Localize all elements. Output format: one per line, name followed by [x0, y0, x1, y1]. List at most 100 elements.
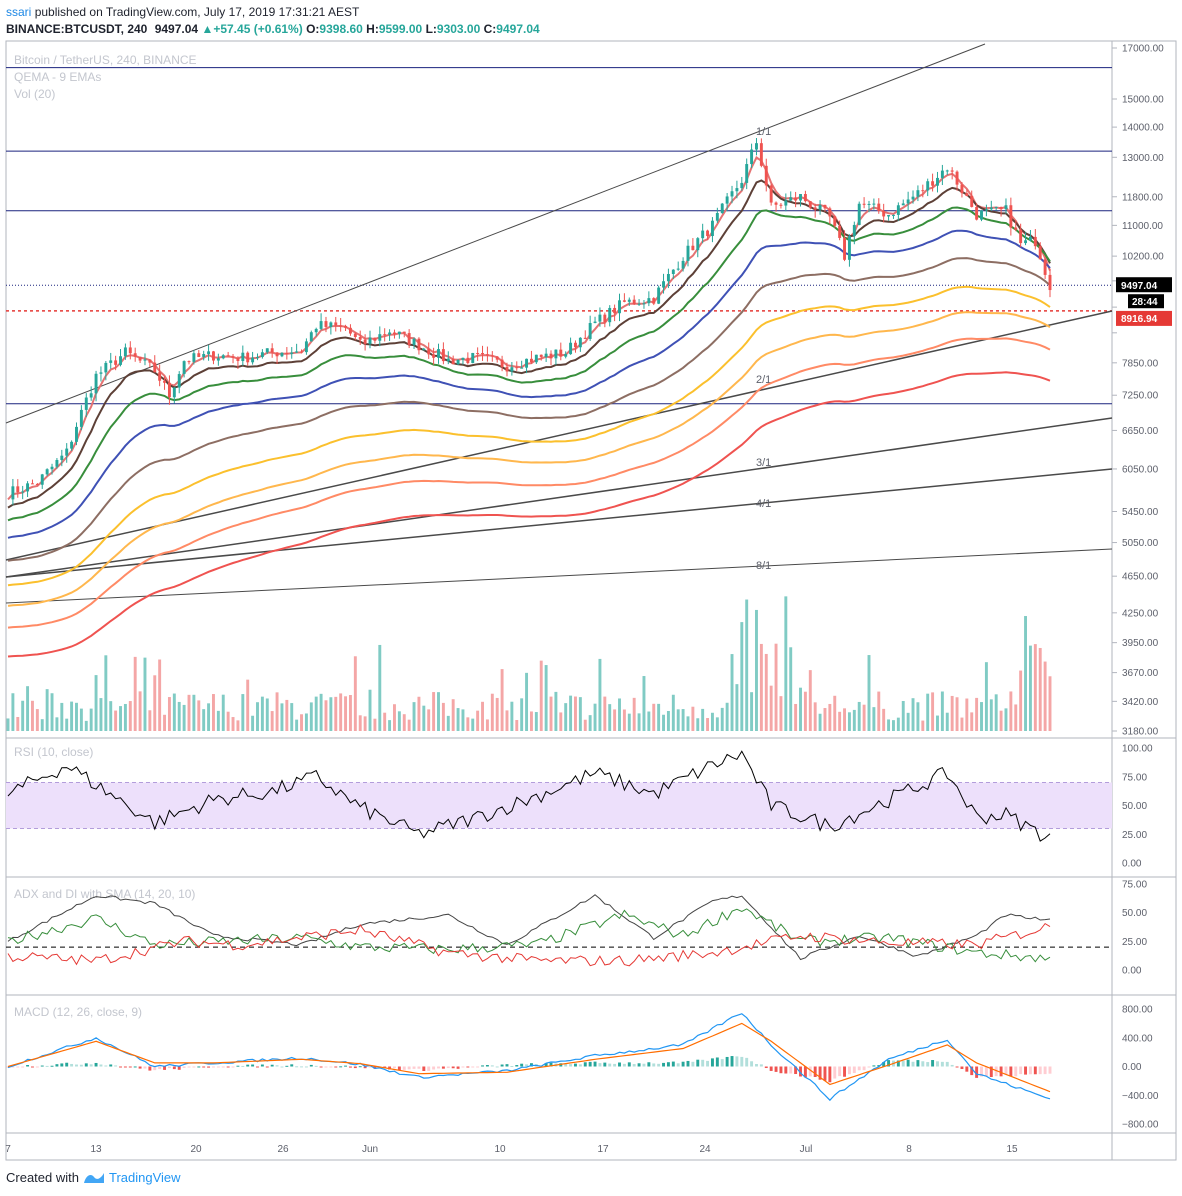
volume-bar: [676, 709, 680, 731]
candle-body: [823, 204, 827, 209]
macd-histogram-bar: [510, 1066, 514, 1068]
rsi-line: [7, 750, 1051, 842]
candle-body: [774, 202, 778, 205]
macd-histogram-bar: [1009, 1066, 1013, 1077]
volume-bar: [784, 596, 788, 731]
volume-bar: [657, 703, 661, 731]
macd-histogram-bar: [1048, 1066, 1052, 1074]
candle-body: [94, 373, 98, 394]
candle-body: [417, 338, 421, 351]
time-axis-label: 15: [1006, 1144, 1018, 1155]
volume-bar: [212, 694, 215, 731]
macd-histogram-bar: [339, 1066, 343, 1068]
volume-bar: [280, 703, 284, 731]
volume-bar: [476, 710, 480, 731]
chart-plot-area: 17000.00 15000.00 14000.00 13000.00 11800.00…: [5, 44, 1172, 1155]
candle-body: [710, 220, 714, 237]
macd-histogram-bar: [1019, 1066, 1023, 1075]
volume-bar: [515, 720, 519, 731]
candle-body: [740, 182, 744, 189]
volume-bar: [163, 714, 167, 731]
macd-histogram-bar: [397, 1066, 401, 1071]
macd-histogram-bar: [260, 1064, 264, 1067]
price-axis-label: 3950.00: [1122, 638, 1159, 649]
volume-bar: [1033, 644, 1037, 731]
volume-bar: [422, 705, 426, 731]
volume-bar: [759, 643, 763, 731]
macd-histogram-bar: [407, 1066, 411, 1070]
volume-bar: [6, 718, 10, 731]
last-price: 9497.04: [154, 22, 199, 36]
macd-pane-title: MACD (12, 26, close, 9): [14, 1005, 142, 1019]
volume-bar: [256, 702, 259, 731]
macd-histogram-bar: [637, 1063, 641, 1067]
candle-body: [197, 353, 201, 357]
candle-body: [476, 352, 480, 354]
macd-histogram-bar: [911, 1061, 915, 1067]
candle-body: [940, 170, 944, 178]
volume-bar: [671, 694, 675, 731]
macd-histogram-bar: [593, 1061, 597, 1067]
macd-histogram-bar: [681, 1061, 685, 1067]
volume-bar: [251, 715, 255, 731]
time-axis-label: 10: [494, 1144, 506, 1155]
volume-bar: [618, 698, 621, 731]
candle-body: [808, 201, 812, 208]
macd-histogram-bar: [618, 1062, 621, 1067]
open-label: O:: [306, 22, 320, 36]
macd-histogram-bar: [353, 1066, 357, 1069]
macd-histogram-bar: [564, 1063, 568, 1067]
volume-bar: [808, 670, 812, 731]
volume-bar: [231, 717, 235, 731]
candle-body: [314, 328, 318, 333]
macd-histogram-bar: [774, 1066, 778, 1072]
candle-body: [662, 281, 665, 288]
macd-histogram-bar: [984, 1066, 988, 1077]
ema-indicator-label: QEMA - 9 EMAs: [14, 70, 101, 84]
candle-body: [515, 367, 519, 369]
candle-body: [466, 357, 470, 363]
volume-bar: [980, 702, 983, 731]
macd-histogram-bar: [40, 1065, 44, 1067]
symbol-info: BINANCE:BTCUSDT, 240 9497.04 ▲+57.45 (+0…: [6, 22, 540, 36]
author-link[interactable]: ssari: [6, 5, 32, 19]
volume-bar: [686, 716, 690, 731]
macd-histogram-bar: [319, 1066, 323, 1068]
volume-bar: [466, 717, 470, 731]
adx-series-line: [7, 908, 1051, 963]
candle-body: [304, 341, 308, 353]
macd-histogram-bar: [285, 1065, 289, 1067]
macd-axis-label: 400.00: [1122, 1033, 1153, 1044]
time-axis-label: 24: [699, 1144, 711, 1155]
macd-histogram-bar: [216, 1066, 220, 1068]
macd-histogram-bar: [833, 1066, 837, 1079]
fan-line: [5, 417, 1113, 578]
macd-histogram-bar: [799, 1066, 802, 1077]
candle-body: [26, 483, 30, 492]
candle-body: [212, 351, 215, 361]
candle-body: [799, 194, 802, 201]
change-up-icon: ▲: [201, 22, 214, 36]
rsi-pane-title: RSI (10, close): [14, 745, 93, 759]
volume-bar: [40, 719, 44, 731]
price-axis-label: 4650.00: [1122, 572, 1159, 583]
candle-body: [285, 352, 289, 354]
candle-body: [975, 206, 979, 220]
candle-body: [461, 357, 465, 360]
candle-body: [539, 354, 543, 357]
rsi-axis-label: 25.00: [1122, 830, 1147, 841]
volume-bar: [133, 656, 137, 731]
candle-body: [368, 337, 372, 344]
macd-histogram-bar: [481, 1065, 484, 1067]
candle-body: [265, 348, 269, 353]
candle-body: [696, 238, 700, 251]
volume-bar: [706, 718, 710, 731]
macd-histogram-bar: [1028, 1066, 1032, 1075]
time-axis-label: 8: [906, 1144, 912, 1155]
macd-histogram-bar: [989, 1066, 993, 1077]
candle-body: [686, 245, 690, 261]
macd-histogram-bar: [794, 1066, 798, 1075]
volume-bar: [799, 687, 802, 731]
tradingview-brand-link[interactable]: TradingView: [108, 1170, 181, 1185]
